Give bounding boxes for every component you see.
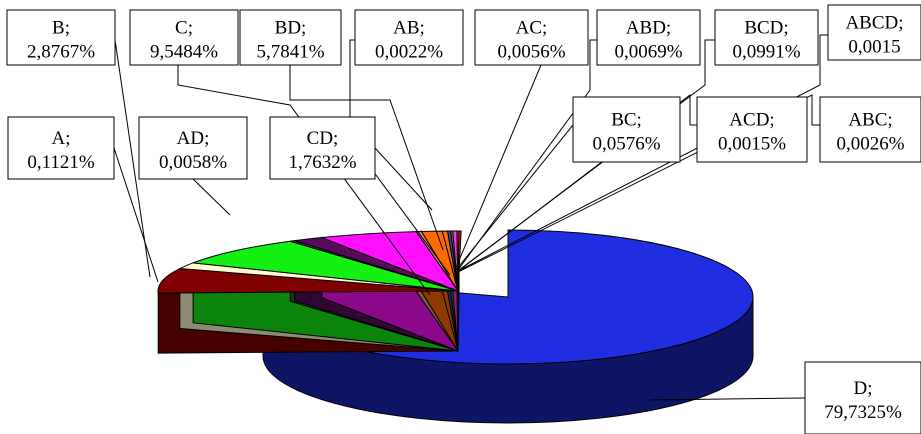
data-label-ACD: ACD; 0,0015% [696,96,808,163]
label-name-AB: AB; [393,18,425,39]
label-box-ACD [696,96,808,163]
leader-ABC [457,94,820,273]
label-name-A: A; [52,128,71,149]
leader-C [177,65,431,296]
label-name-BC: BC; [611,110,642,131]
label-box-BD [239,9,342,66]
data-label-C: C; 9,5484% [129,9,239,66]
label-value-BD: 5,7841% [256,42,324,63]
leader-ABD [457,39,597,271]
label-name-ABD: ABD; [626,18,671,39]
data-label-AD: AD; 0,0058% [138,116,248,180]
leader-AC [454,64,542,271]
leader-B [114,39,151,278]
label-value-D: 79,7325% [824,402,902,423]
data-label-ABC: ABC; 0,0026% [819,96,921,163]
leader-A [113,147,159,283]
label-value-BC: 0,0576% [592,134,660,155]
data-label-BD: BD; 5,7841% [239,9,342,66]
data-label-ABCD: ABCD; 0,0015 [827,4,921,61]
slice-A [157,268,459,294]
leader-BD [289,65,444,251]
leader-AB [349,39,451,276]
label-box-CD [269,116,376,180]
data-labels: B; 2,8767% C; 9,5484% BD; 5,7841% AB; 0,0022% AC… [6,4,921,434]
data-label-AB: AB; 0,0022% [354,9,464,66]
label-value-B: 2,8767% [27,42,95,63]
label-name-B: B; [52,18,70,39]
label-value-AB: 0,0022% [375,42,443,63]
label-box-BCD [714,9,819,66]
leader-ACD [456,93,697,273]
label-value-ACD: 0,0015% [718,134,786,155]
label-box-ABD [596,9,701,66]
label-name-ACD: ACD; [729,110,774,131]
label-name-AC: AC; [516,18,548,39]
label-box-A [7,116,115,180]
slice-ABCD [457,230,462,292]
slice-C [192,240,459,292]
label-box-BC [572,96,681,163]
label-box-B [6,9,116,66]
label-value-BCD: 0,0991% [732,42,800,63]
label-box-AB [354,9,464,66]
label-value-ABCD: 0,0015 [848,37,900,58]
label-value-ABC: 0,0026% [836,134,904,155]
label-name-AD: AD; [177,128,210,149]
label-name-C: C; [175,18,193,39]
data-label-BCD: BCD; 0,0991% [714,9,819,66]
data-label-CD: CD; 1,7632% [269,116,376,180]
data-label-BC: BC; 0,0576% [572,96,681,163]
label-box-AC [474,9,589,66]
label-name-BCD: BCD; [744,18,788,39]
leader-D [649,397,806,401]
leader-ABCD [459,34,828,271]
label-box-AD [138,116,248,180]
label-name-ABCD: ABCD; [845,13,903,34]
label-value-C: 9,5484% [150,42,218,63]
label-name-BD: BD; [275,18,307,39]
label-name-CD: CD; [307,128,339,149]
leader-BC [455,124,574,271]
label-value-AC: 0,0056% [497,42,565,63]
label-box-ABCD [827,4,921,61]
leader-lines [113,34,828,401]
data-label-A: A; 0,1121% [7,116,115,180]
slices-layer [157,229,754,424]
label-box-ABC [819,96,921,163]
label-value-AD: 0,0058% [159,152,227,173]
label-box-C [129,9,239,66]
data-label-ABD: ABD; 0,0069% [596,9,701,66]
data-label-AC: AC; 0,0056% [474,9,589,66]
leader-AD [192,178,231,216]
label-value-ABD: 0,0069% [614,42,682,63]
label-box-D [804,361,921,434]
label-name-D: D; [854,378,873,399]
data-label-D: D; 79,7325% [804,361,921,434]
label-value-CD: 1,7632% [288,152,356,173]
label-name-ABC: ABC; [848,110,892,131]
leader-CD [374,147,433,211]
label-value-A: 0,1121% [27,152,95,173]
data-label-B: B; 2,8767% [6,9,116,66]
